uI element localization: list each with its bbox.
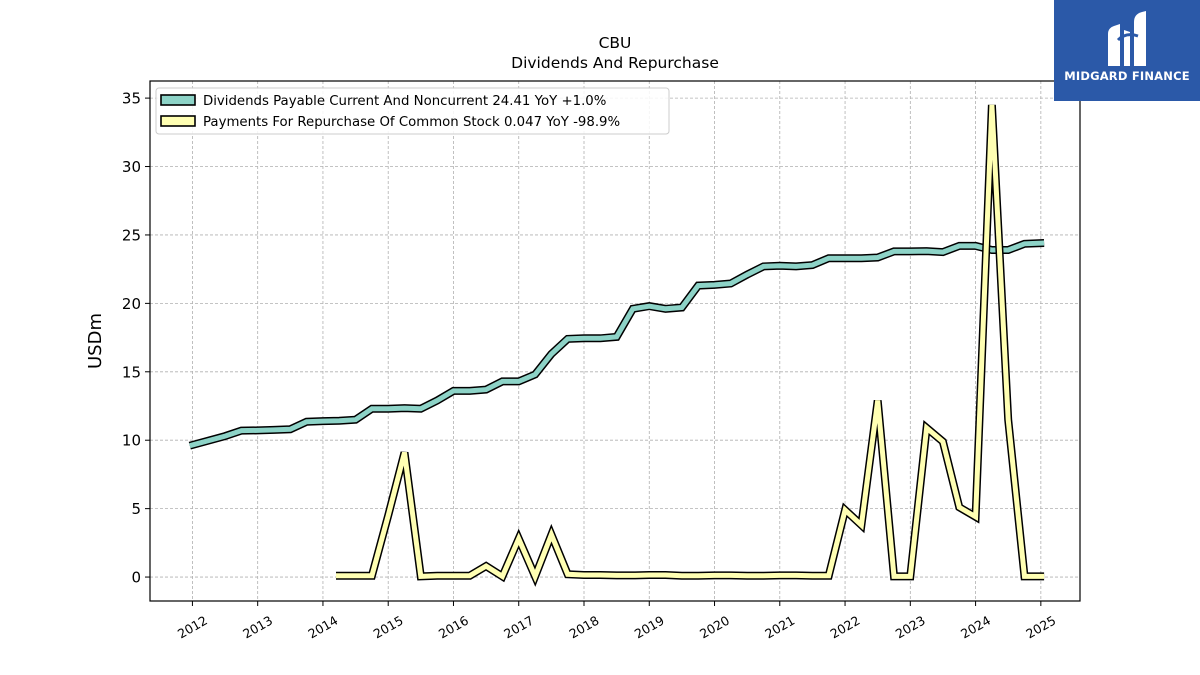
series-1 <box>188 239 1045 450</box>
x-tick-label: 2013 <box>240 613 275 642</box>
brand-logo-text: MIDGARD FINANCE <box>1064 69 1190 83</box>
chart-title: CBU <box>599 34 632 52</box>
x-tick-label: 2015 <box>371 613 406 642</box>
x-tick-label: 2021 <box>762 613 797 642</box>
legend-box <box>155 87 670 135</box>
brand-logo: MIDGARD FINANCE <box>1054 0 1200 101</box>
series-line-outline <box>336 104 1045 587</box>
x-tick-label: 2025 <box>1023 613 1058 642</box>
legend: Dividends Payable Current And Noncurrent… <box>155 87 670 135</box>
series-2 <box>336 104 1045 587</box>
x-axis: 2012 2013 2014 2015 2016 2017 2018 2019 2020 2021… <box>175 601 1058 642</box>
legend-label: Payments For Repurchase Of Common Stock … <box>203 115 620 130</box>
y-tick-label: 30 <box>122 158 141 176</box>
legend-label: Dividends Payable Current And Noncurrent… <box>203 94 606 109</box>
x-tick-label: 2022 <box>828 613 863 642</box>
x-tick-label: 2016 <box>436 613 471 642</box>
x-tick-label: 2023 <box>893 613 928 642</box>
midgard-logo-mark-icon <box>1108 11 1146 66</box>
legend-swatch <box>160 115 196 127</box>
x-tick-label: 2018 <box>566 613 601 642</box>
x-tick-label: 2019 <box>632 613 667 642</box>
x-tick-label: 2017 <box>501 613 536 642</box>
series-line <box>189 240 1045 449</box>
series-line-outline <box>188 239 1045 450</box>
x-tick-label: 2020 <box>697 613 732 642</box>
y-tick-label: 5 <box>131 500 141 518</box>
y-tick-label: 10 <box>122 432 141 450</box>
chart-subtitle: Dividends And Repurchase <box>511 54 719 72</box>
x-tick-label: 2012 <box>175 613 210 642</box>
plot-area-frame <box>149 80 1081 602</box>
y-tick-label: 35 <box>122 90 141 108</box>
y-tick-label: 15 <box>122 363 141 381</box>
y-tick-label: 25 <box>122 226 141 244</box>
y-axis: 0 5 10 15 20 25 30 35 <box>122 90 150 587</box>
series-line <box>336 104 1045 583</box>
x-tick-label: 2024 <box>958 613 993 642</box>
y-tick-label: 0 <box>131 569 141 587</box>
series-layer <box>188 104 1045 587</box>
legend-swatch <box>160 94 196 106</box>
y-tick-label: 20 <box>122 295 141 313</box>
y-axis-label: USDm <box>85 313 106 369</box>
x-tick-label: 2014 <box>305 613 340 642</box>
